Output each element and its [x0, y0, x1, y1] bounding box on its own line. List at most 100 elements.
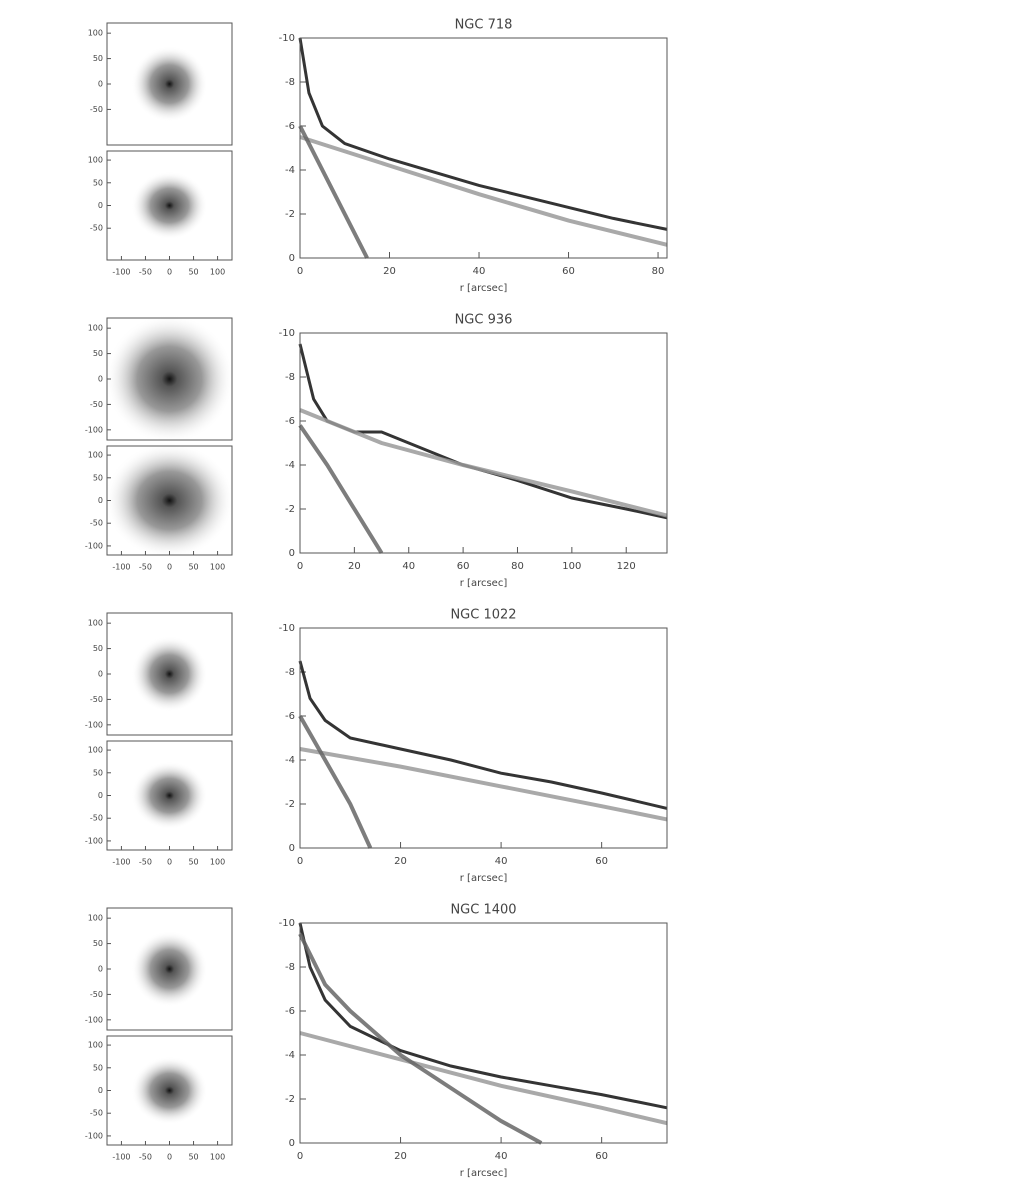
- image-y-tick-label: 100: [88, 324, 103, 333]
- x-axis-label: r [arcsec]: [460, 578, 508, 589]
- x-tick-label: 20: [394, 856, 407, 867]
- y-tick-label: -6: [285, 416, 295, 427]
- image-y-tick-label: 0: [98, 1086, 103, 1095]
- y-tick-label: -2: [285, 504, 295, 515]
- profile-line: [298, 125, 369, 259]
- galaxy-image: [131, 46, 208, 122]
- plot-frame: [299, 922, 668, 1144]
- galaxy-image: [131, 931, 208, 1007]
- image-y-tick-label: -50: [90, 1109, 103, 1118]
- y-tick-label: -8: [285, 372, 295, 383]
- image-x-tick-label: 100: [210, 268, 225, 277]
- image-x-tick-label: 50: [188, 1153, 198, 1162]
- profile-line: [299, 135, 668, 247]
- profile-line: [299, 408, 668, 518]
- image-x-tick-label: 50: [188, 858, 198, 867]
- y-tick-label: -2: [285, 1094, 295, 1105]
- chart-title: NGC 718: [455, 18, 513, 33]
- image-y-tick-label: 50: [93, 1063, 103, 1072]
- image-y-tick-label: -50: [90, 105, 103, 114]
- x-axis-label: r [arcsec]: [460, 873, 508, 884]
- image-y-tick-label: 0: [98, 201, 103, 210]
- y-tick-label: 0: [289, 843, 295, 854]
- x-tick-label: 20: [348, 561, 361, 572]
- y-tick-label: -4: [285, 1050, 295, 1061]
- galaxy-image: [104, 314, 235, 444]
- y-tick-label: -8: [285, 667, 295, 678]
- y-tick-label: -6: [285, 711, 295, 722]
- image-y-tick-label: 50: [93, 939, 103, 948]
- image-y-tick-label: -50: [90, 814, 103, 823]
- x-tick-label: 0: [297, 266, 303, 277]
- x-tick-label: 80: [652, 266, 665, 277]
- profile-line: [298, 933, 543, 1145]
- plot-frame: [299, 37, 668, 259]
- x-axis-label: r [arcsec]: [460, 1168, 508, 1179]
- plot-frame: [299, 332, 668, 554]
- image-y-tick-label: -100: [85, 541, 103, 550]
- x-tick-label: 60: [457, 561, 470, 572]
- image-y-tick-label: -100: [85, 720, 103, 729]
- y-tick-label: -8: [285, 962, 295, 973]
- x-tick-label: 40: [473, 266, 486, 277]
- plot-frame: [299, 627, 668, 849]
- x-tick-label: 60: [595, 856, 608, 867]
- image-x-tick-label: -50: [139, 563, 152, 572]
- x-tick-label: 100: [562, 561, 581, 572]
- y-tick-label: -4: [285, 165, 295, 176]
- chart-title: NGC 1400: [450, 903, 516, 918]
- image-x-tick-label: -50: [139, 1153, 152, 1162]
- image-y-tick-label: -50: [90, 519, 103, 528]
- x-tick-label: 80: [511, 561, 524, 572]
- y-tick-label: -4: [285, 755, 295, 766]
- x-tick-label: 60: [595, 1151, 608, 1162]
- y-tick-label: 0: [289, 1138, 295, 1149]
- image-y-tick-label: 0: [98, 670, 103, 679]
- image-x-tick-label: -100: [112, 268, 130, 277]
- image-x-tick-label: 0: [167, 268, 172, 277]
- image-y-tick-label: 100: [88, 156, 103, 165]
- image-y-tick-label: 50: [93, 178, 103, 187]
- profile-line: [298, 343, 668, 520]
- image-y-tick-label: -100: [85, 425, 103, 434]
- image-y-tick-label: 100: [88, 451, 103, 460]
- y-tick-label: -2: [285, 799, 295, 810]
- image-y-tick-label: 100: [88, 619, 103, 628]
- image-x-tick-label: 100: [210, 1153, 225, 1162]
- x-axis-label: r [arcsec]: [460, 283, 508, 294]
- image-x-tick-label: 100: [210, 563, 225, 572]
- profile-line: [298, 715, 373, 849]
- image-x-tick-label: 0: [167, 1153, 172, 1162]
- y-tick-label: -10: [279, 623, 295, 634]
- profile-line: [299, 1031, 668, 1126]
- image-y-tick-label: -100: [85, 836, 103, 845]
- image-y-tick-label: 100: [88, 914, 103, 923]
- image-x-tick-label: -50: [139, 268, 152, 277]
- image-y-tick-label: -100: [85, 1015, 103, 1024]
- y-tick-label: -10: [279, 33, 295, 44]
- x-tick-label: 60: [562, 266, 575, 277]
- image-y-tick-label: 100: [88, 746, 103, 755]
- image-x-tick-label: 0: [167, 858, 172, 867]
- image-x-tick-label: 100: [210, 858, 225, 867]
- x-tick-label: 120: [617, 561, 636, 572]
- profile-line: [298, 922, 668, 1110]
- profile-line: [298, 37, 668, 231]
- image-x-tick-label: -100: [112, 563, 130, 572]
- image-y-tick-label: 100: [88, 1041, 103, 1050]
- profile-line: [298, 424, 384, 555]
- x-tick-label: 40: [495, 1151, 508, 1162]
- y-tick-label: -6: [285, 121, 295, 132]
- x-tick-label: 40: [402, 561, 415, 572]
- y-tick-label: -8: [285, 77, 295, 88]
- model-image: [131, 1056, 208, 1125]
- y-tick-label: -2: [285, 209, 295, 220]
- image-y-tick-label: 0: [98, 496, 103, 505]
- image-y-tick-label: -100: [85, 1131, 103, 1140]
- y-tick-label: -4: [285, 460, 295, 471]
- image-y-tick-label: -50: [90, 695, 103, 704]
- x-tick-label: 0: [297, 856, 303, 867]
- x-tick-label: 0: [297, 561, 303, 572]
- galaxy-image: [131, 636, 208, 712]
